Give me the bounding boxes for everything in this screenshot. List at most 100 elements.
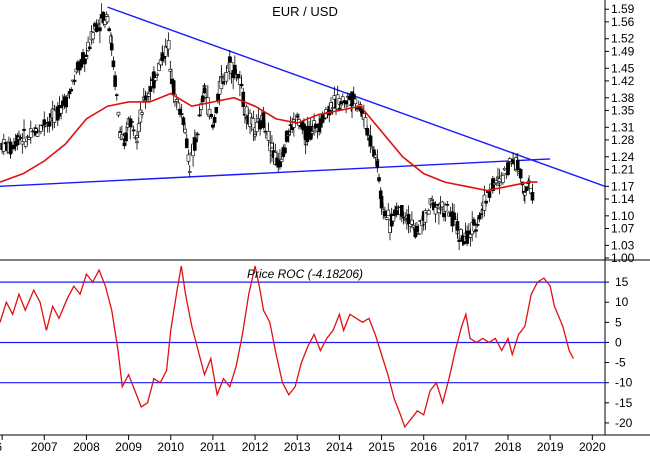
candle-body xyxy=(77,67,82,71)
candle-body xyxy=(515,159,520,171)
candle-body xyxy=(59,107,63,114)
candle-body xyxy=(457,239,461,242)
candle-body xyxy=(138,109,143,123)
candle-body xyxy=(195,133,200,136)
roc-y-tick-label: 15 xyxy=(615,275,629,289)
candle-body xyxy=(416,233,421,235)
candle-body xyxy=(236,73,241,79)
x-tick-label: 2009 xyxy=(115,440,142,453)
candle-body xyxy=(67,91,72,95)
candle-body xyxy=(373,154,378,158)
candle-body xyxy=(233,64,237,75)
x-tick-label: 2018 xyxy=(495,440,522,453)
roc-y-tick-label: 10 xyxy=(615,295,629,309)
roc-panel: 15 10 5 0 -5 -10 -15 -20 xyxy=(0,265,633,430)
candle-body xyxy=(284,130,289,142)
candle-body xyxy=(135,135,139,139)
x-tick-label: 2010 xyxy=(157,440,184,453)
candle-body xyxy=(79,58,84,68)
candle-body xyxy=(118,131,122,133)
candle-body xyxy=(383,210,387,217)
candle-body xyxy=(219,76,224,78)
candle-body xyxy=(472,219,476,226)
price-y-tick-label: 1.45 xyxy=(611,61,635,75)
candle-body xyxy=(507,158,512,162)
x-tick-label: 2017 xyxy=(453,440,480,453)
candle-body xyxy=(214,107,219,114)
candle-body xyxy=(461,241,466,245)
candle-body xyxy=(239,83,244,87)
candle-body xyxy=(379,195,384,209)
candle-body xyxy=(497,181,502,184)
price-y-tick-label: 1.49 xyxy=(611,44,635,58)
candle-body xyxy=(64,96,68,108)
candle-body xyxy=(72,79,77,82)
candle-body xyxy=(69,89,74,92)
candle-body xyxy=(1,139,6,152)
candle-body xyxy=(386,209,391,217)
candle-body xyxy=(113,75,117,87)
candle-body xyxy=(377,177,381,182)
trendline xyxy=(107,6,606,187)
candle-body xyxy=(295,115,300,118)
candle-body xyxy=(174,99,179,102)
candle-body xyxy=(253,134,257,137)
roc-y-tick-label: 5 xyxy=(615,315,622,329)
price-y-tick-label: 1.31 xyxy=(611,120,635,134)
candle-body xyxy=(109,35,113,44)
candle-body xyxy=(477,215,482,220)
candle-body xyxy=(391,215,396,222)
candle-body xyxy=(136,123,141,133)
candle-body xyxy=(209,113,214,117)
candle-body xyxy=(411,225,416,228)
candle-body xyxy=(153,77,158,81)
candle-body xyxy=(122,142,127,147)
candle-body xyxy=(183,128,187,133)
price-y-tick-label: 1.28 xyxy=(611,133,635,147)
roc-y-tick-label: -15 xyxy=(615,396,633,410)
candle-body xyxy=(430,199,434,201)
x-tick-label: 2015 xyxy=(368,440,395,453)
x-tick-label: 2014 xyxy=(326,440,353,453)
price-y-tick-label: 1.52 xyxy=(611,32,635,46)
price-y-tick-label: 1.03 xyxy=(611,238,635,252)
moving-average-line xyxy=(0,92,538,192)
candle-body xyxy=(96,23,101,25)
candle-body xyxy=(148,86,153,92)
candle-body xyxy=(98,27,102,32)
candle-body xyxy=(286,130,291,133)
price-y-tick-label: 1.07 xyxy=(611,221,635,235)
candle-body xyxy=(47,121,52,127)
candle-body xyxy=(211,124,215,128)
candle-body xyxy=(494,180,499,184)
candle-body xyxy=(186,154,191,162)
candle-body xyxy=(181,117,186,125)
x-tick-label: 2020 xyxy=(579,440,606,453)
candle-body xyxy=(384,217,389,220)
candle-body xyxy=(518,168,523,179)
candle-body xyxy=(479,213,483,215)
candle-body xyxy=(3,142,8,145)
candle-body xyxy=(42,119,47,126)
candle-body xyxy=(109,43,114,51)
price-y-tick-label: 1.14 xyxy=(611,192,635,206)
candle-body xyxy=(530,191,535,201)
x-tick-label: 2012 xyxy=(242,440,269,453)
candle-body xyxy=(216,93,220,101)
candle-body xyxy=(455,221,460,231)
candle-body xyxy=(353,98,358,105)
candle-body xyxy=(368,135,373,147)
candle-body xyxy=(474,229,478,232)
x-tick-label: 2016 xyxy=(410,440,437,453)
candle-body xyxy=(27,137,31,140)
candle-body xyxy=(435,203,440,206)
roc-y-tick-label: -10 xyxy=(615,376,633,390)
candle-body xyxy=(44,124,48,127)
roc-line xyxy=(0,265,574,429)
roc-y-tick-label: 0 xyxy=(615,335,622,349)
candle-body xyxy=(329,102,333,111)
candle-body xyxy=(86,41,90,52)
